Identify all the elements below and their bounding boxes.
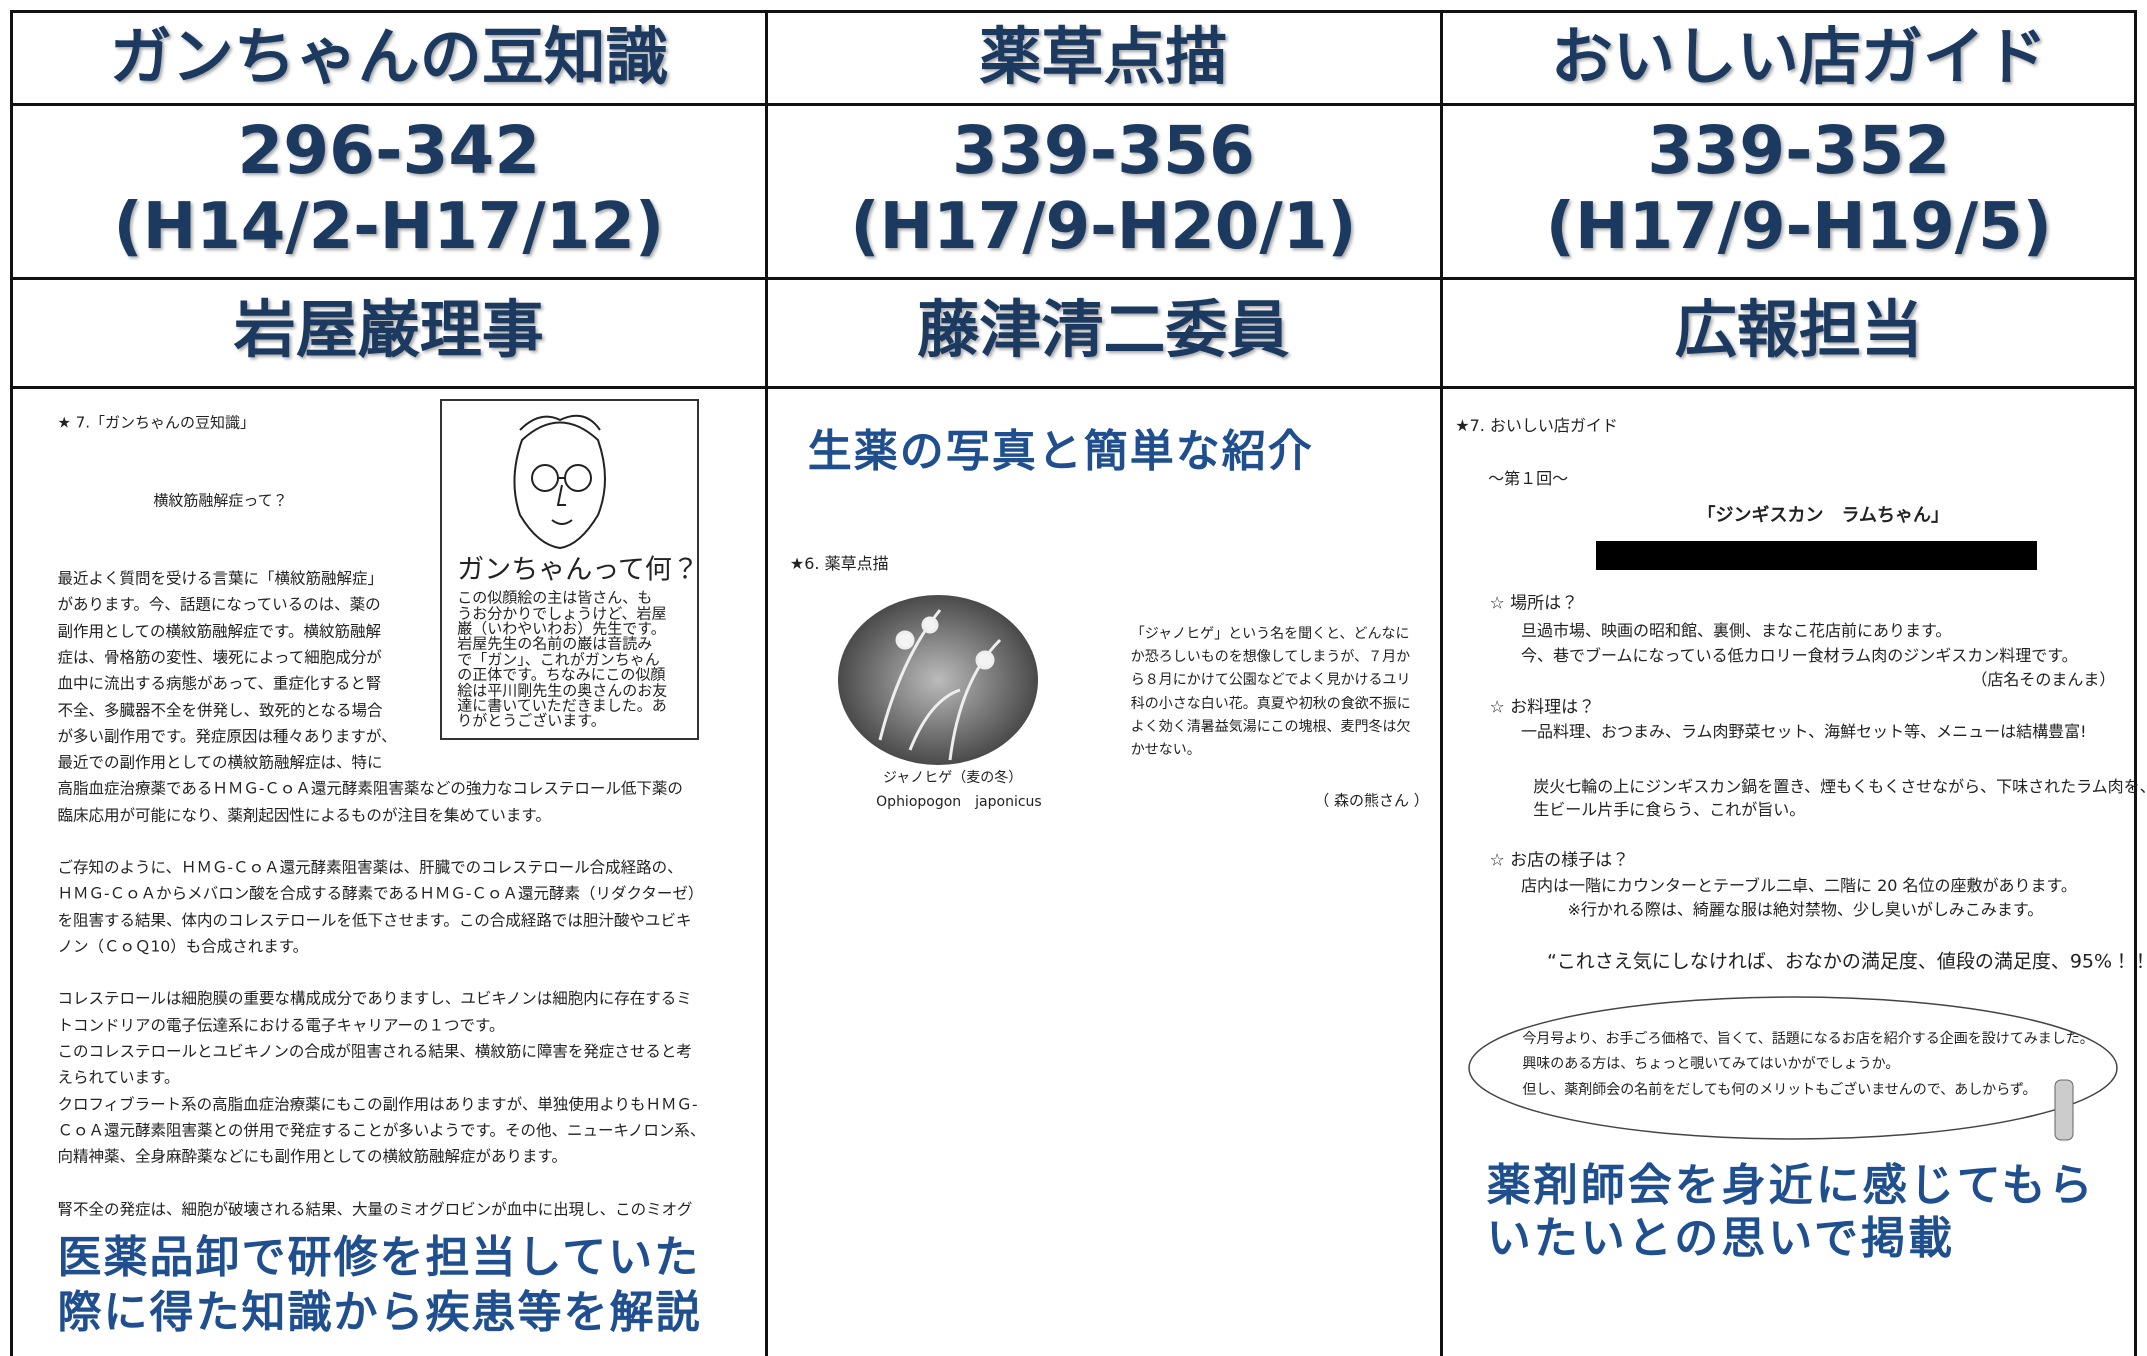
paragraph-line: 向精神薬、全身麻酔薬などにも副作用としての横紋筋融解症があります。 [57, 1147, 567, 1166]
border [765, 10, 768, 1356]
section-line: （店名そのまんま） [1971, 670, 2116, 690]
paragraph-line: があります。今、話題になっているのは、薬の [57, 595, 381, 614]
column-title: ガンちゃんの豆知識 [109, 20, 668, 94]
border [11, 103, 2137, 106]
caption-line: 薬剤師会を身近に感じてもら [1486, 1159, 2096, 1211]
article-heading: ★6. 薬草点描 [789, 554, 889, 574]
article-heading: ★7. おいしい店ガイド [1455, 415, 1618, 435]
latin-name: Ophiopogon japonicus [876, 794, 1042, 811]
column-title: 薬草点描 [979, 20, 1228, 94]
herb-photo [838, 595, 1038, 765]
box-line: 絵は平川剛先生の奥さんのお友 [457, 681, 668, 700]
period: (H17/9-H19/5) [1545, 190, 2052, 265]
article-line: よく効く清暑益気湯にこの塊根、麦門冬は欠 [1130, 718, 1411, 735]
paragraph-line: コレステロールは細胞膜の重要な構成成分でありますし、ユビキノンは細胞内に存在する… [57, 989, 692, 1008]
section-line: 旦過市場、映画の昭和館、裏側、まなこ花店前にあります。 [1520, 621, 1952, 641]
box-line: の正体です。ちなみにこの似顔 [457, 665, 666, 684]
caption-line: 医薬品卸で研修を担当していた [57, 1232, 701, 1284]
section-heading: ☆ お料理は？ [1489, 697, 1596, 718]
article-line: 「ジャノヒゲ」という名を聞くと、どんなに [1130, 625, 1410, 642]
caricature [513, 414, 606, 550]
paragraph-line: えられています。 [57, 1068, 180, 1087]
article-line: かせない。 [1130, 742, 1201, 759]
article-heading: ★ 7.「ガンちゃんの豆知識」 [57, 413, 256, 432]
box-line: で「ガン」、これがガンちゃん [457, 650, 660, 669]
caption: 生薬の写真と簡単な紹介 [807, 425, 1314, 477]
paragraph-line: 不全、多臓器不全を併発し、致死的となる場合 [57, 700, 383, 719]
article-line: ら８月にかけて公園などでよく見かけるユリ [1130, 672, 1411, 689]
paragraph-line: 最近での副作用としての横紋筋融解症は、特に [57, 753, 383, 772]
section-line: ※行かれる際は、綺麗な服は絶対禁物、少し臭いがしみこみます。 [1567, 900, 2044, 920]
border [11, 386, 2137, 389]
box-line: 岩屋先生の名前の巌は音読み [457, 634, 653, 653]
paragraph-line: 血中に流出する病態があって、重症化すると腎 [57, 674, 382, 693]
section-line: 店内は一階にカウンターとテーブル二卓、二階に 20 名位の座敷があります。 [1520, 875, 2077, 895]
redaction-bar [1596, 541, 2037, 570]
issue-range: 296-342 [237, 111, 541, 189]
box-line: うお分かりでしょうけど、岩屋 [457, 604, 667, 623]
box-title: ガンちゃんって何？ [457, 554, 699, 585]
paragraph-line: 最近よく質問を受ける言葉に「横紋筋融解症」 [57, 569, 383, 588]
notice-line: 今月号より、お手ごろ価格で、旨くて、話題になるお店を紹介する企画を設けてみました… [1522, 1031, 2094, 1048]
shop-name: 「ジンギスカン ラムちゃん」 [1697, 505, 1950, 527]
box-line: りがとうございます。 [457, 711, 606, 730]
notice-line: 但し、薬剤師会の名前をだしても何のメリットもございませんので、あしからず。 [1522, 1081, 2037, 1098]
bottle [2054, 1079, 2074, 1141]
paragraph-line: ＨＭＧ-ＣｏＡからメバロン酸を合成する酵素であるＨＭＧ-ＣｏＡ還元酵素（リダクタ… [57, 884, 704, 903]
paragraph-line: ご存知のように、ＨＭＧ-ＣｏＡ還元酵素阻害薬は、肝臓でのコレステロール合成経路の… [57, 858, 683, 877]
section-line: 生ビール片手に食らう、これが旨い。 [1533, 800, 1806, 820]
author: 藤津清二委員 [917, 292, 1290, 366]
caption-line: 際に得た知識から疾患等を解説 [57, 1286, 702, 1338]
period: (H14/2-H17/12) [113, 190, 665, 265]
quote: “これさえ気にしなければ、おなかの満足度、値段の満足度、95%！！” [1546, 950, 2147, 973]
paragraph-line: を阻害する結果、体内のコレステロールを低下させます。この合成経路では胆汁酸やユビ… [57, 910, 692, 929]
article-subtitle: 横紋筋融解症って？ [153, 491, 288, 510]
issue-range: 339-356 [951, 111, 1255, 189]
article-author: （ 森の熊さん ） [1314, 791, 1429, 810]
box-line: 達に書いていただきました。あ [457, 696, 667, 715]
period: (H17/9-H20/1) [850, 190, 1357, 265]
section-heading: ☆ 場所は？ [1489, 593, 1579, 614]
paragraph-line: 症は、骨格筋の変性、壊死によって細胞成分が [57, 648, 382, 667]
paragraph-line: が多い副作用です。発症原因は種々ありますが、 [57, 727, 397, 746]
section-line: 今、巷でブームになっている低カロリー食材ラム肉のジンギスカン料理です。 [1520, 645, 2078, 665]
paragraph-line: 高脂血症治療薬であるＨＭＧ-ＣｏＡ還元酵素阻害薬などの強力なコレステロール低下薬… [57, 779, 683, 798]
paragraph-line: このコレステロールとユビキノンの合成が阻害される結果、横紋筋に障害を発症させると… [57, 1042, 692, 1061]
article-line: か恐ろしいものを想像してしまうが、７月か [1130, 649, 1411, 666]
column-title: おいしい店ガイド [1550, 20, 2047, 94]
section-line: 一品料理、おつまみ、ラム肉野菜セット、海鮮セット等、メニューは結構豊富! [1520, 722, 2087, 742]
notice-ellipse [1468, 996, 2118, 1140]
border [11, 10, 2137, 13]
paragraph-line: クロフィブラート系の高脂血症治療薬にもこの副作用はありますが、単独使用よりもＨＭ… [57, 1094, 698, 1113]
paragraph-line: 臨床応用が可能になり、薬剤起因性によるものが注目を集めています。 [57, 805, 551, 824]
photo-caption: ジャノヒゲ（麦の冬） [883, 769, 1023, 786]
paragraph-line: トコンドリアの電子伝達系における電子キャリアーの１つです。 [57, 1015, 505, 1034]
issue-number: 〜第１回〜 [1488, 469, 1569, 489]
article-line: 科の小さな白い花。真夏や初秋の食欲不振に [1130, 695, 1411, 712]
notice-line: 興味のある方は、ちょっと覗いてみてはいかがでしょうか。 [1522, 1056, 1900, 1073]
section-heading: ☆ お店の様子は？ [1489, 850, 1630, 871]
border [11, 277, 2137, 280]
portrait-box [440, 399, 699, 740]
author: 広報担当 [1674, 292, 1923, 366]
box-line: この似顔絵の主は皆さん、も [457, 588, 653, 607]
box-line: 巌（いわやいわお）先生です。 [457, 619, 666, 638]
paragraph-line: 副作用としての横紋筋融解症です。横紋筋融解 [57, 621, 381, 640]
paragraph-line: ＣｏＡ還元酵素阻害薬との併用で発症することが多いようです。その他、ニューキノロン… [57, 1121, 706, 1140]
issue-range: 339-352 [1647, 111, 1951, 189]
caption-line: いたいとの思いで掲載 [1486, 1212, 1955, 1264]
border [10, 10, 13, 1356]
paragraph-line: ノン（ＣｏＱ10）も合成されます。 [57, 937, 309, 956]
border [2134, 10, 2137, 1356]
paragraph-line: 腎不全の発症は、細胞が破壊される結果、大量のミオグロビンが血中に出現し、このミオ… [57, 1200, 693, 1219]
author: 岩屋巌理事 [233, 292, 544, 366]
herb-leaves [878, 609, 1002, 761]
border [1440, 10, 1443, 1356]
section-line: 炭火七輪の上にジンギスカン鍋を置き、煙もくもくさせながら、下味されたラム肉を、 [1533, 777, 2147, 797]
